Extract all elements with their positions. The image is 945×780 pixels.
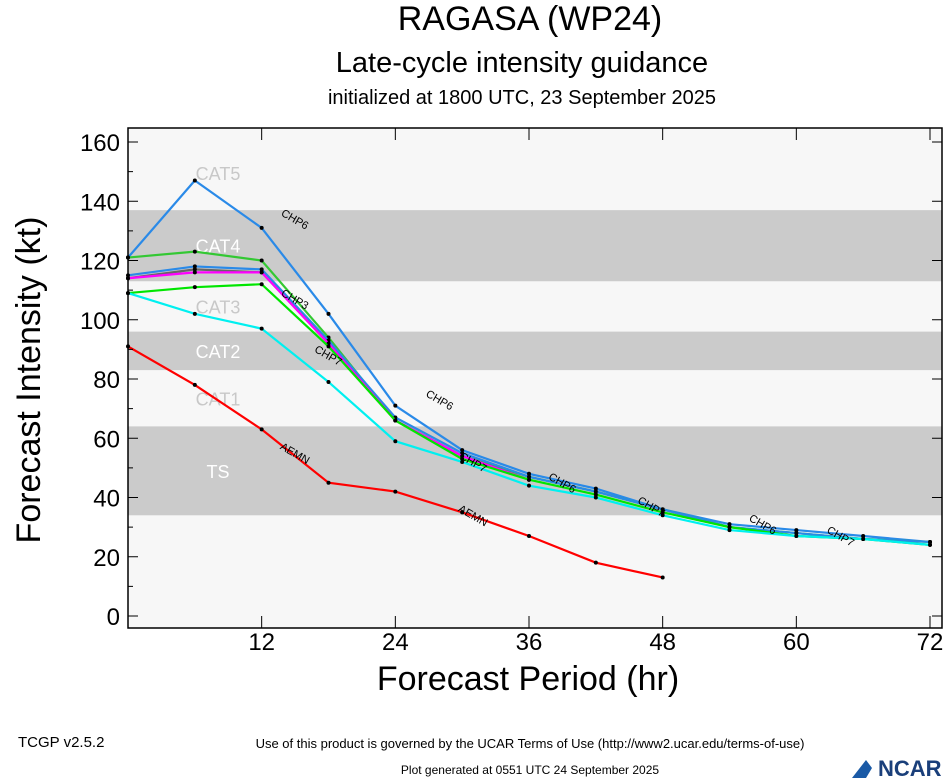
data-point [393,439,398,444]
data-point [192,311,197,316]
data-point [326,379,331,384]
band-ts [128,426,942,516]
x-tick-label: 36 [516,629,543,656]
y-tick-label: 60 [93,426,120,453]
x-axis-label: Forecast Period (hr) [377,660,679,698]
data-point [527,477,531,482]
data-point [593,495,598,500]
data-point [192,382,197,387]
data-point [460,510,465,515]
y-tick-label: 20 [93,545,120,572]
data-point [259,267,264,272]
data-point [259,270,264,275]
data-point [259,326,264,331]
data-point [593,486,598,491]
terms-of-use: Use of this product is governed by the U… [256,736,805,751]
x-tick-label: 48 [649,629,676,656]
data-point [928,539,932,544]
data-point [192,249,197,254]
data-point [727,525,732,530]
data-point [192,178,197,183]
data-point [527,474,531,479]
data-point [259,427,264,432]
band-label-cat4: CAT4 [196,237,241,257]
data-point [326,480,331,485]
data-point [460,448,465,453]
y-axis-label: Forecast Intensity (kt) [10,217,48,544]
y-tick-label: 40 [93,486,120,513]
data-point [259,225,264,230]
y-tick-label: 160 [80,130,120,157]
data-point [460,454,465,459]
band-label-cat2: CAT2 [196,342,241,362]
data-point [259,258,264,263]
data-point [527,471,531,476]
data-point [393,489,398,494]
y-tick-label: 120 [80,249,120,276]
ncar-logo-text: NCAR [878,756,942,780]
data-point [259,282,264,287]
data-point [326,311,331,316]
data-point [527,483,531,488]
data-point [794,528,799,533]
data-point [727,528,732,533]
x-tick-label: 72 [917,629,944,656]
data-point [928,542,932,547]
data-point [660,513,665,518]
data-point [593,489,598,494]
data-point [593,492,598,497]
plot-frame [127,127,943,629]
y-tick-label: 0 [107,604,120,631]
plot-background [128,128,942,628]
data-point [192,264,197,269]
data-point [460,459,465,464]
data-point [861,536,866,541]
data-point [593,560,598,565]
data-point [192,270,197,275]
x-tick-label: 12 [248,629,275,656]
y-tick-label: 100 [80,308,120,335]
generated-time: Plot generated at 0551 UTC 24 September … [401,763,659,777]
chart-init-time: initialized at 1800 UTC, 23 September 20… [328,87,716,109]
data-point [460,451,465,456]
data-point [527,534,531,539]
data-point [660,575,665,580]
band-label-ts: TS [206,462,229,482]
data-point [660,507,665,512]
x-tick-label: 60 [783,629,810,656]
band-label-cat5: CAT5 [196,164,241,184]
data-point [794,534,799,539]
y-tick-label: 140 [80,189,120,216]
data-point [393,418,398,423]
data-point [192,285,197,290]
data-point [393,403,398,408]
data-point [794,531,799,536]
x-tick-label: 24 [382,629,409,656]
data-point [660,510,665,515]
plot-area: TSCAT1CAT2CAT3CAT4CAT5CHP6CHP6CHP6CHP6CH… [80,127,944,656]
version-label: TCGP v2.5.2 [18,734,104,751]
y-tick-label: 80 [93,367,120,394]
band-label-cat3: CAT3 [196,297,241,317]
data-point [192,267,197,272]
chart-title: RAGASA (WP24) [398,0,663,38]
data-point [326,344,331,349]
ncar-logo: NCAR [852,756,942,780]
data-point [861,534,866,539]
data-point [727,522,732,527]
band-cat2 [128,331,942,371]
chart-subtitle: Late-cycle intensity guidance [336,47,708,79]
data-point [460,456,465,461]
